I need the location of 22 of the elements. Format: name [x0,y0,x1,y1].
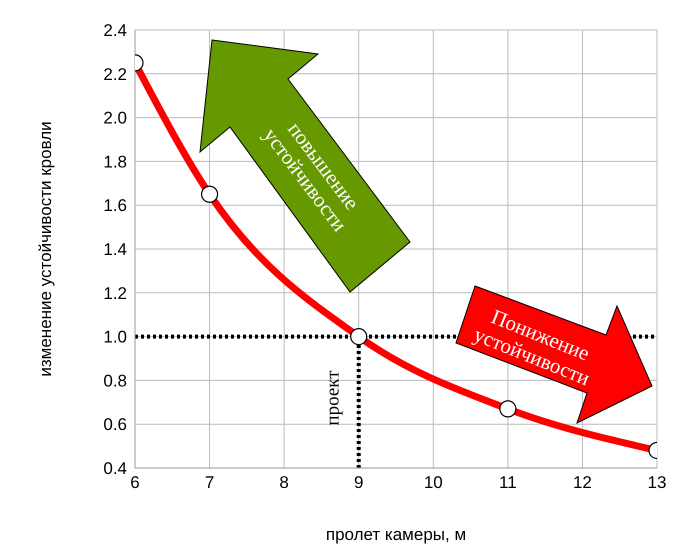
x-tick-label: 12 [572,473,592,492]
x-tick-label: 9 [354,473,364,492]
y-tick-label: 1.4 [103,240,127,260]
x-tick-label: 6 [130,473,140,492]
y-tick-label: 1.6 [103,196,127,216]
y-tick-label: 2.4 [103,21,127,40]
y-tick-label: 1.2 [103,284,127,303]
y-tick-label: 0.6 [103,415,127,434]
x-tick-label: 11 [499,473,517,492]
ref-line-label: проект [322,370,344,426]
y-tick-label: 2.0 [103,108,127,128]
y-tick-label: 0.4 [103,459,127,478]
x-axis-title: пролет камеры, м [326,525,466,544]
x-tick-label: 7 [204,473,214,492]
y-tick-label: 1.0 [103,328,127,347]
y-axis-title: изменение устойчивости кровли [36,121,56,377]
x-tick-label: 8 [279,473,289,492]
y-tick-label: 2.2 [103,64,127,84]
y-tick-label: 0.8 [103,371,127,390]
y-tick-label: 1.8 [103,152,127,172]
x-tick-label: 10 [424,473,443,492]
x-tick-label: 13 [648,473,666,492]
